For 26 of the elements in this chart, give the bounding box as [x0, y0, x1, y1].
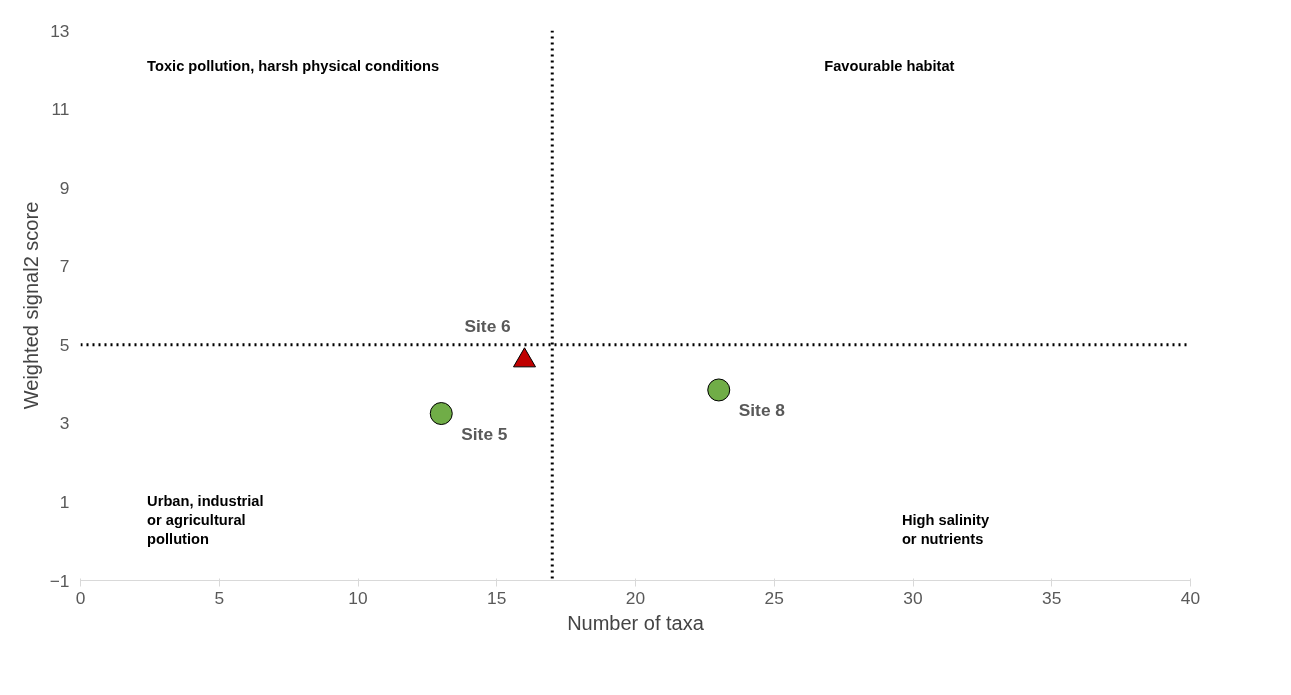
x-tick-label: 10	[348, 587, 368, 608]
data-label: Site 8	[738, 399, 786, 420]
x-tick-label: 20	[625, 587, 646, 608]
x-tick-label: 35	[1042, 587, 1062, 608]
x-axis-title: Number of taxa	[567, 611, 705, 634]
x-tick-label: 30	[903, 587, 923, 608]
x-tick-label: 40	[1180, 587, 1201, 608]
annotation: Toxic pollution, harsh physical conditions	[147, 58, 440, 74]
x-tick-label: 15	[487, 587, 507, 608]
y-tick-label: 13	[50, 20, 70, 41]
annotation: High salinity or nutrients	[901, 512, 990, 548]
x-tick-label: 0	[75, 587, 86, 608]
x-tick-label: 25	[764, 587, 784, 608]
y-tick-label: 3	[59, 413, 70, 434]
y-tick-label: 5	[59, 334, 70, 355]
data-label: Site 6	[464, 315, 512, 336]
data-label: Site 5	[461, 423, 508, 444]
y-tick-label: 11	[51, 99, 70, 120]
y-tick-label: 1	[59, 491, 70, 512]
x-tick-label: 5	[214, 587, 225, 608]
annotation: Favourable habitat	[824, 58, 955, 74]
annotation: Urban, industrial or agricultural pollution	[147, 493, 264, 548]
y-axis-title: Weighted signal2 score	[19, 201, 42, 410]
y-tick-label: −1	[49, 570, 70, 591]
y-tick-label: 7	[59, 256, 70, 277]
y-tick-label: 9	[59, 177, 70, 198]
